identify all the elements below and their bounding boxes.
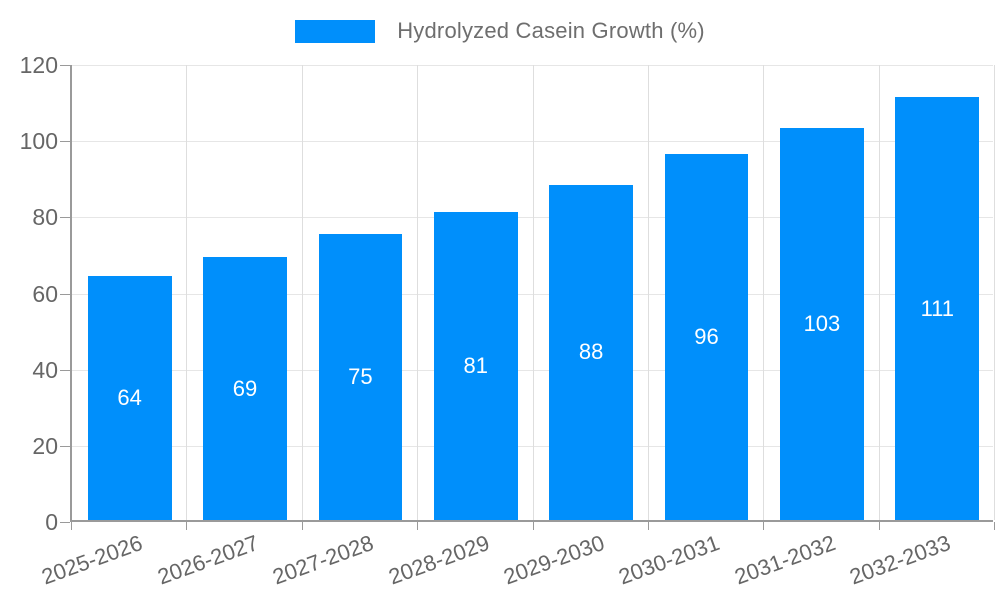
x-tick-label: 2032-2033 (846, 530, 954, 590)
x-axis-tick (532, 522, 534, 530)
x-tick-label: 2029-2030 (500, 530, 608, 590)
x-tick-label: 2031-2032 (731, 530, 839, 590)
gridline-vertical (532, 65, 534, 520)
legend-label: Hydrolyzed Casein Growth (%) (397, 18, 705, 43)
bar-2030-2031[interactable]: 96 (664, 154, 749, 520)
bar-2031-2032[interactable]: 103 (780, 127, 864, 520)
gridline-vertical (301, 65, 303, 520)
legend-item[interactable]: Hydrolyzed Casein Growth (%) (0, 18, 1000, 44)
y-tick-label: 100 (19, 128, 58, 155)
x-tick-label: 2026-2027 (154, 530, 262, 590)
y-axis-tick (60, 522, 70, 523)
y-axis-tick (60, 217, 70, 219)
x-axis-tick (994, 522, 995, 530)
x-axis-tick (417, 522, 419, 530)
bar-value-label: 103 (803, 310, 841, 336)
y-axis-tick (60, 445, 70, 447)
x-axis: 2025-2026 2026-2027 2027-2028 2028-2029 2029… (39, 530, 993, 600)
gridline-vertical (763, 65, 765, 520)
y-tick-label: 60 (32, 280, 58, 307)
bar-2027-2028[interactable]: 75 (318, 234, 403, 520)
y-axis-tick (60, 369, 70, 371)
x-axis-tick (763, 522, 765, 530)
y-axis-tick (60, 141, 70, 143)
bar-2026-2027[interactable]: 69 (203, 257, 287, 520)
x-axis-tick (301, 522, 303, 530)
gridline-vertical (994, 65, 995, 520)
y-tick-label: 80 (32, 204, 58, 231)
y-tick-label: 0 (45, 509, 58, 535)
bar-2025-2026[interactable]: 64 (87, 276, 172, 520)
bar-2029-2030[interactable]: 88 (549, 184, 633, 520)
bar-value-label: 111 (920, 295, 955, 321)
bar-value-label: 75 (348, 364, 373, 390)
y-axis: 0 20 40 60 80 100 120 (0, 0, 58, 600)
gridline-vertical (417, 65, 419, 520)
x-axis-tick (647, 522, 649, 530)
gridline-vertical (878, 65, 880, 520)
bar-value-label: 81 (463, 352, 489, 378)
y-tick-label: 120 (19, 52, 58, 78)
bar-value-label: 96 (694, 324, 719, 350)
legend-swatch (295, 19, 376, 43)
gridline-vertical (647, 65, 649, 520)
x-axis-tick (878, 522, 880, 530)
bar-value-label: 88 (578, 339, 604, 365)
x-tick-label: 2030-2031 (615, 530, 724, 590)
x-tick-label: 2027-2028 (269, 530, 377, 590)
bar-value-label: 69 (232, 375, 258, 401)
y-tick-label: 20 (32, 432, 58, 459)
bar-2028-2029[interactable]: 81 (433, 211, 518, 520)
bar-2032-2033[interactable]: 111 (895, 97, 980, 520)
y-tick-label: 40 (32, 356, 58, 383)
plot-area: 64 69 75 81 88 96 103 111 (60, 65, 995, 530)
gridline-vertical (186, 65, 188, 520)
y-axis-tick (60, 65, 70, 66)
x-axis-tick (71, 522, 72, 530)
x-tick-label: 2028-2029 (384, 530, 493, 590)
x-axis-tick (186, 522, 188, 530)
bar-value-label: 64 (117, 385, 142, 411)
y-axis-tick (60, 293, 70, 295)
